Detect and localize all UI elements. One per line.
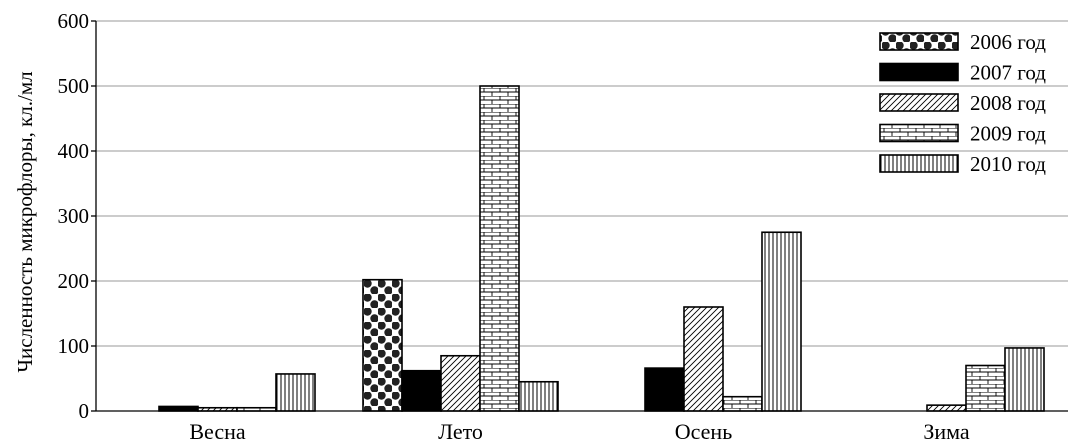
bar-2008-год-1 bbox=[440, 354, 481, 412]
legend-swatch bbox=[879, 154, 959, 173]
bars bbox=[158, 85, 1045, 412]
y-tick-label: 600 bbox=[58, 9, 90, 33]
x-category-label: Весна bbox=[189, 419, 246, 441]
x-category-label: Осень bbox=[675, 419, 733, 441]
legend-label: 2007 год bbox=[970, 61, 1046, 85]
bar-2008-год-3 bbox=[926, 404, 967, 412]
y-tick-label: 300 bbox=[58, 204, 90, 228]
y-tick-labels: 0 100 200 300 400 500 600 bbox=[58, 9, 90, 423]
bar-2010-год-3 bbox=[1004, 347, 1045, 412]
legend-label: 2008 год bbox=[970, 91, 1046, 115]
bar-2010-год-0 bbox=[275, 373, 316, 412]
category-labels: Весна Лето Осень Зима bbox=[189, 419, 970, 441]
y-tick-label: 500 bbox=[58, 74, 90, 98]
bar-2008-год-2 bbox=[683, 306, 724, 412]
legend-swatch bbox=[879, 93, 959, 112]
y-tick-label: 100 bbox=[58, 334, 90, 358]
y-axis-label: Численность микрофлоры, кл./мл bbox=[13, 71, 37, 372]
bar-2010-год-2 bbox=[761, 231, 802, 412]
y-tick-label: 400 bbox=[58, 139, 90, 163]
legend-swatch bbox=[879, 123, 959, 143]
bar-2009-год-1 bbox=[479, 85, 520, 412]
legend-swatch bbox=[879, 62, 959, 82]
x-category-label: Лето bbox=[438, 419, 483, 441]
bar-2009-год-3 bbox=[965, 364, 1006, 412]
y-tick-label: 0 bbox=[79, 399, 90, 423]
bar-2007-год-1 bbox=[401, 369, 442, 412]
legend-label: 2006 год bbox=[970, 30, 1046, 54]
legend: 2006 год 2007 год 2008 год 2009 год 2010 год bbox=[879, 30, 1046, 176]
bar-2006-год-1 bbox=[362, 278, 403, 412]
bar-2007-год-2 bbox=[644, 367, 685, 412]
legend-label: 2010 год bbox=[970, 152, 1046, 176]
bar-2007-год-0 bbox=[158, 405, 199, 412]
y-tick-label: 200 bbox=[58, 269, 90, 293]
legend-label: 2009 год bbox=[970, 122, 1046, 146]
bar-2009-год-2 bbox=[722, 395, 763, 412]
gridlines bbox=[96, 20, 1068, 347]
axes bbox=[91, 20, 1068, 412]
bar-2010-год-1 bbox=[518, 380, 559, 412]
legend-swatch bbox=[879, 32, 959, 51]
x-category-label: Зима bbox=[923, 419, 970, 441]
